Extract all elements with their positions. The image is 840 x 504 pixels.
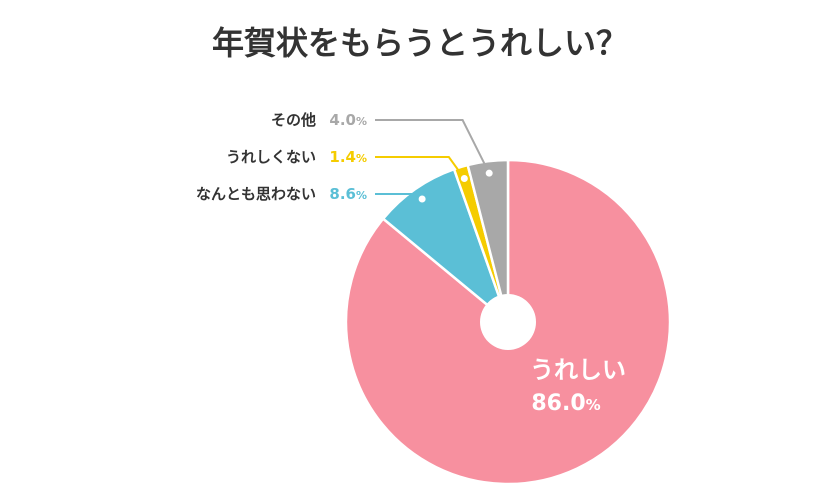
leader-line-ureshikunai <box>375 156 466 180</box>
callout-value-sonota: 4.0% <box>329 111 367 129</box>
slice-label-ureshii: うれしい <box>530 356 626 384</box>
callout-label-nantomo: なんとも思わない <box>196 185 316 203</box>
slice-nantomo <box>381 167 511 326</box>
leader-dot-sonota <box>483 167 495 179</box>
callout-value-nantomo: 8.6% <box>329 185 367 203</box>
slice-value-ureshii: 86.0% <box>531 391 600 416</box>
donut-hole <box>480 294 536 350</box>
leader-dot-ureshikunai <box>458 172 470 184</box>
chart-title: 年賀状をもらうとうれしい？ <box>211 24 628 62</box>
callout-value-ureshikunai: 1.4% <box>329 148 367 166</box>
callout-label-ureshikunai: うれしくない <box>226 148 316 166</box>
callout-label-sonota: その他 <box>271 111 316 129</box>
leader-dot-nantomo <box>416 193 428 205</box>
main-slice-label: うれしい 86.0% <box>530 356 626 416</box>
slice-sonota <box>466 158 510 323</box>
leader-line-sonota <box>375 119 491 174</box>
